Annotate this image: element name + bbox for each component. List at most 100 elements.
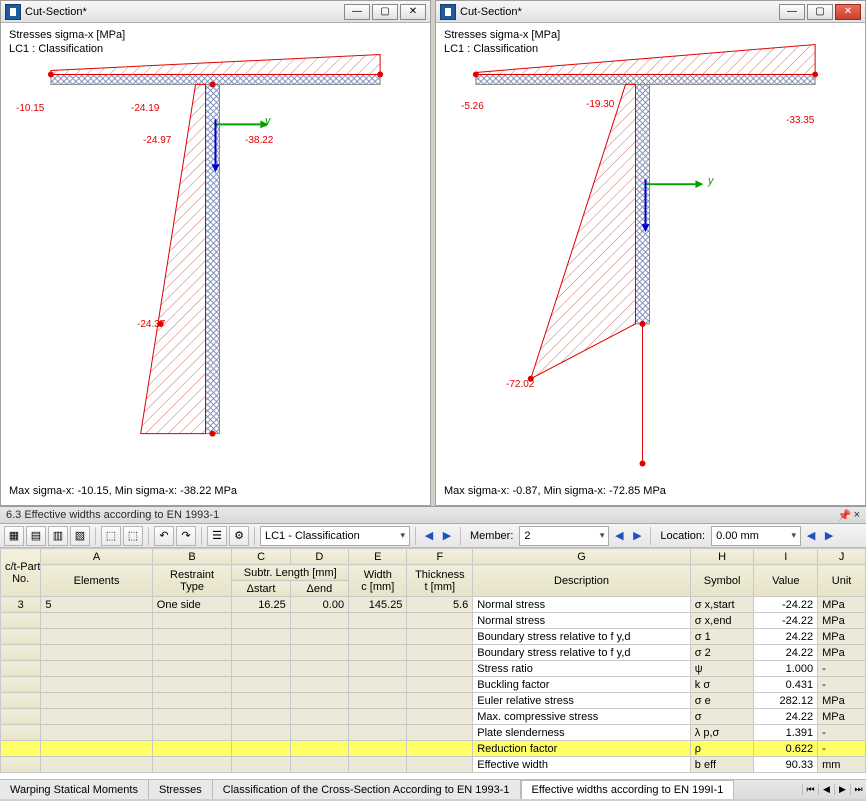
titlebar-left[interactable]: Cut-Section* — ▢ ✕ — [1, 1, 430, 23]
toolbar-button[interactable]: ▤ — [26, 526, 46, 546]
table-cell[interactable]: 0.622 — [754, 741, 818, 757]
table-cell[interactable]: 145.25 — [349, 597, 407, 613]
table-cell[interactable]: 24.22 — [754, 709, 818, 725]
table-cell[interactable]: Plate slenderness — [473, 725, 691, 741]
table-cell[interactable]: - — [818, 741, 866, 757]
close-button[interactable]: ✕ — [400, 4, 426, 20]
col-letter[interactable]: E — [349, 549, 407, 565]
toolbar-button[interactable]: ⬚ — [123, 526, 143, 546]
table-cell[interactable] — [407, 677, 473, 693]
row-header[interactable]: 3 — [1, 597, 41, 613]
table-cell[interactable]: ρ — [690, 741, 754, 757]
table-cell[interactable]: Boundary stress relative to f y,d — [473, 629, 691, 645]
table-cell[interactable] — [290, 709, 348, 725]
table-cell[interactable] — [232, 677, 290, 693]
table-cell[interactable] — [152, 741, 232, 757]
table-cell[interactable]: -24.22 — [754, 613, 818, 629]
table-cell[interactable] — [290, 741, 348, 757]
table-cell[interactable]: - — [818, 661, 866, 677]
table-cell[interactable] — [152, 661, 232, 677]
table-cell[interactable]: Normal stress — [473, 613, 691, 629]
table-cell[interactable] — [349, 757, 407, 773]
toolbar-button[interactable]: ↶ — [154, 526, 174, 546]
table-cell[interactable]: b eff — [690, 757, 754, 773]
table-cell[interactable] — [152, 757, 232, 773]
tab-scroll-prev-icon[interactable]: ◀ — [818, 784, 834, 795]
col-header[interactable]: RestraintType — [152, 565, 232, 597]
table-cell[interactable]: σ x,end — [690, 613, 754, 629]
location-select[interactable]: 0.00 mm — [711, 526, 801, 546]
table-cell[interactable] — [41, 645, 152, 661]
row-header[interactable] — [1, 661, 41, 677]
row-header[interactable] — [1, 645, 41, 661]
table-cell[interactable]: Euler relative stress — [473, 693, 691, 709]
toolbar-button[interactable]: ↷ — [176, 526, 196, 546]
tab-warping[interactable]: Warping Statical Moments — [0, 780, 149, 799]
row-header[interactable] — [1, 709, 41, 725]
table-cell[interactable] — [232, 645, 290, 661]
table-cell[interactable] — [152, 693, 232, 709]
row-header[interactable] — [1, 693, 41, 709]
table-cell[interactable]: ψ — [690, 661, 754, 677]
table-cell[interactable]: λ p,σ — [690, 725, 754, 741]
table-cell[interactable] — [407, 725, 473, 741]
table-cell[interactable]: k σ — [690, 677, 754, 693]
table-cell[interactable]: 16.25 — [232, 597, 290, 613]
table-cell[interactable]: 1.000 — [754, 661, 818, 677]
col-subheader[interactable]: Δstart — [232, 581, 290, 597]
table-cell[interactable]: MPa — [818, 645, 866, 661]
table-cell[interactable] — [349, 613, 407, 629]
table-cell[interactable]: mm — [818, 757, 866, 773]
table-cell[interactable] — [152, 677, 232, 693]
table-cell[interactable] — [232, 693, 290, 709]
tab-classification[interactable]: Classification of the Cross-Section Acco… — [213, 780, 521, 799]
table-cell[interactable] — [407, 709, 473, 725]
col-header[interactable]: Description — [473, 565, 691, 597]
table-cell[interactable] — [152, 645, 232, 661]
table-cell[interactable] — [290, 629, 348, 645]
table-cell[interactable] — [407, 613, 473, 629]
table-cell[interactable] — [41, 613, 152, 629]
minimize-button[interactable]: — — [779, 4, 805, 20]
table-cell[interactable] — [290, 693, 348, 709]
table-cell[interactable]: One side — [152, 597, 232, 613]
grid-wrap[interactable]: c/t-PartNo. A B C D E F G H I J Elements… — [0, 548, 866, 779]
table-cell[interactable]: -24.22 — [754, 597, 818, 613]
pin-icon[interactable]: 📌 — [838, 509, 850, 521]
table-cell[interactable] — [407, 629, 473, 645]
panel-close-icon[interactable]: × — [854, 509, 860, 521]
col-letter[interactable]: H — [690, 549, 754, 565]
row-header[interactable] — [1, 629, 41, 645]
table-cell[interactable] — [41, 709, 152, 725]
table-cell[interactable]: 0.00 — [290, 597, 348, 613]
table-cell[interactable] — [349, 741, 407, 757]
col-letter[interactable]: G — [473, 549, 691, 565]
loadcase-select[interactable]: LC1 - Classification — [260, 526, 410, 546]
close-button[interactable]: ✕ — [835, 4, 861, 20]
table-cell[interactable]: σ 1 — [690, 629, 754, 645]
table-cell[interactable] — [232, 741, 290, 757]
table-cell[interactable] — [290, 677, 348, 693]
table-cell[interactable]: MPa — [818, 613, 866, 629]
col-letter[interactable]: F — [407, 549, 473, 565]
table-cell[interactable] — [349, 677, 407, 693]
table-cell[interactable] — [232, 709, 290, 725]
table-cell[interactable] — [41, 693, 152, 709]
nav-next-icon[interactable]: ▶ — [629, 526, 645, 546]
table-cell[interactable] — [349, 709, 407, 725]
table-cell[interactable]: Normal stress — [473, 597, 691, 613]
table-cell[interactable] — [41, 741, 152, 757]
table-cell[interactable]: 24.22 — [754, 629, 818, 645]
table-cell[interactable] — [152, 725, 232, 741]
table-cell[interactable]: MPa — [818, 597, 866, 613]
nav-prev-icon[interactable]: ◀ — [611, 526, 627, 546]
member-select[interactable]: 2 — [519, 526, 609, 546]
maximize-button[interactable]: ▢ — [807, 4, 833, 20]
table-cell[interactable]: Reduction factor — [473, 741, 691, 757]
table-cell[interactable] — [407, 741, 473, 757]
table-cell[interactable] — [290, 613, 348, 629]
row-header[interactable] — [1, 725, 41, 741]
table-cell[interactable]: Max. compressive stress — [473, 709, 691, 725]
minimize-button[interactable]: — — [344, 4, 370, 20]
table-cell[interactable]: 5.6 — [407, 597, 473, 613]
